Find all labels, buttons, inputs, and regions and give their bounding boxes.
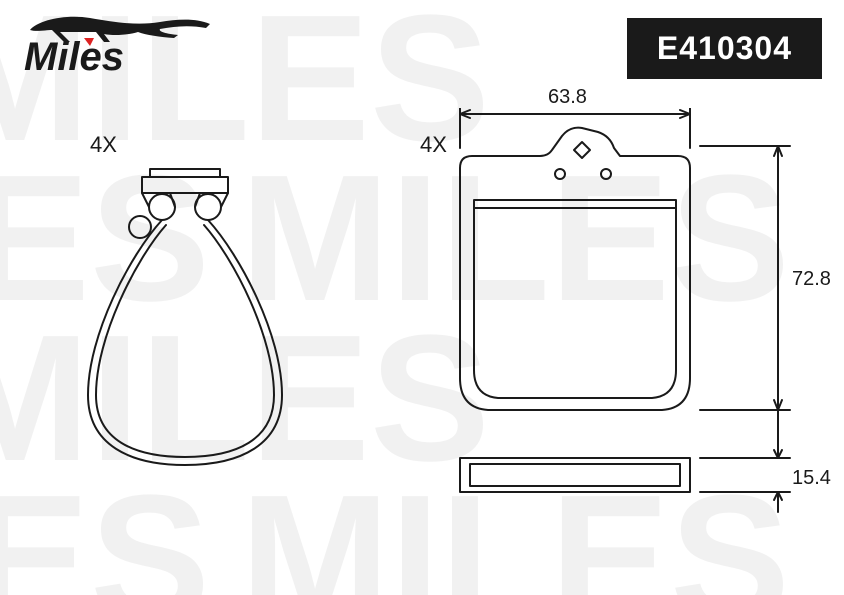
brand-logo: Miles xyxy=(18,12,218,82)
brand-text: Miles xyxy=(24,35,124,79)
pad-face-diagram xyxy=(430,108,830,538)
dim-thickness: 15.4 xyxy=(792,467,831,490)
qty-label-clip: 4X xyxy=(90,132,117,158)
part-number-badge: E410304 xyxy=(627,18,822,79)
dim-height: 72.8 xyxy=(792,268,831,291)
dim-width: 63.8 xyxy=(548,86,587,109)
clip-diagram xyxy=(70,165,300,475)
part-number: E410304 xyxy=(657,30,792,66)
